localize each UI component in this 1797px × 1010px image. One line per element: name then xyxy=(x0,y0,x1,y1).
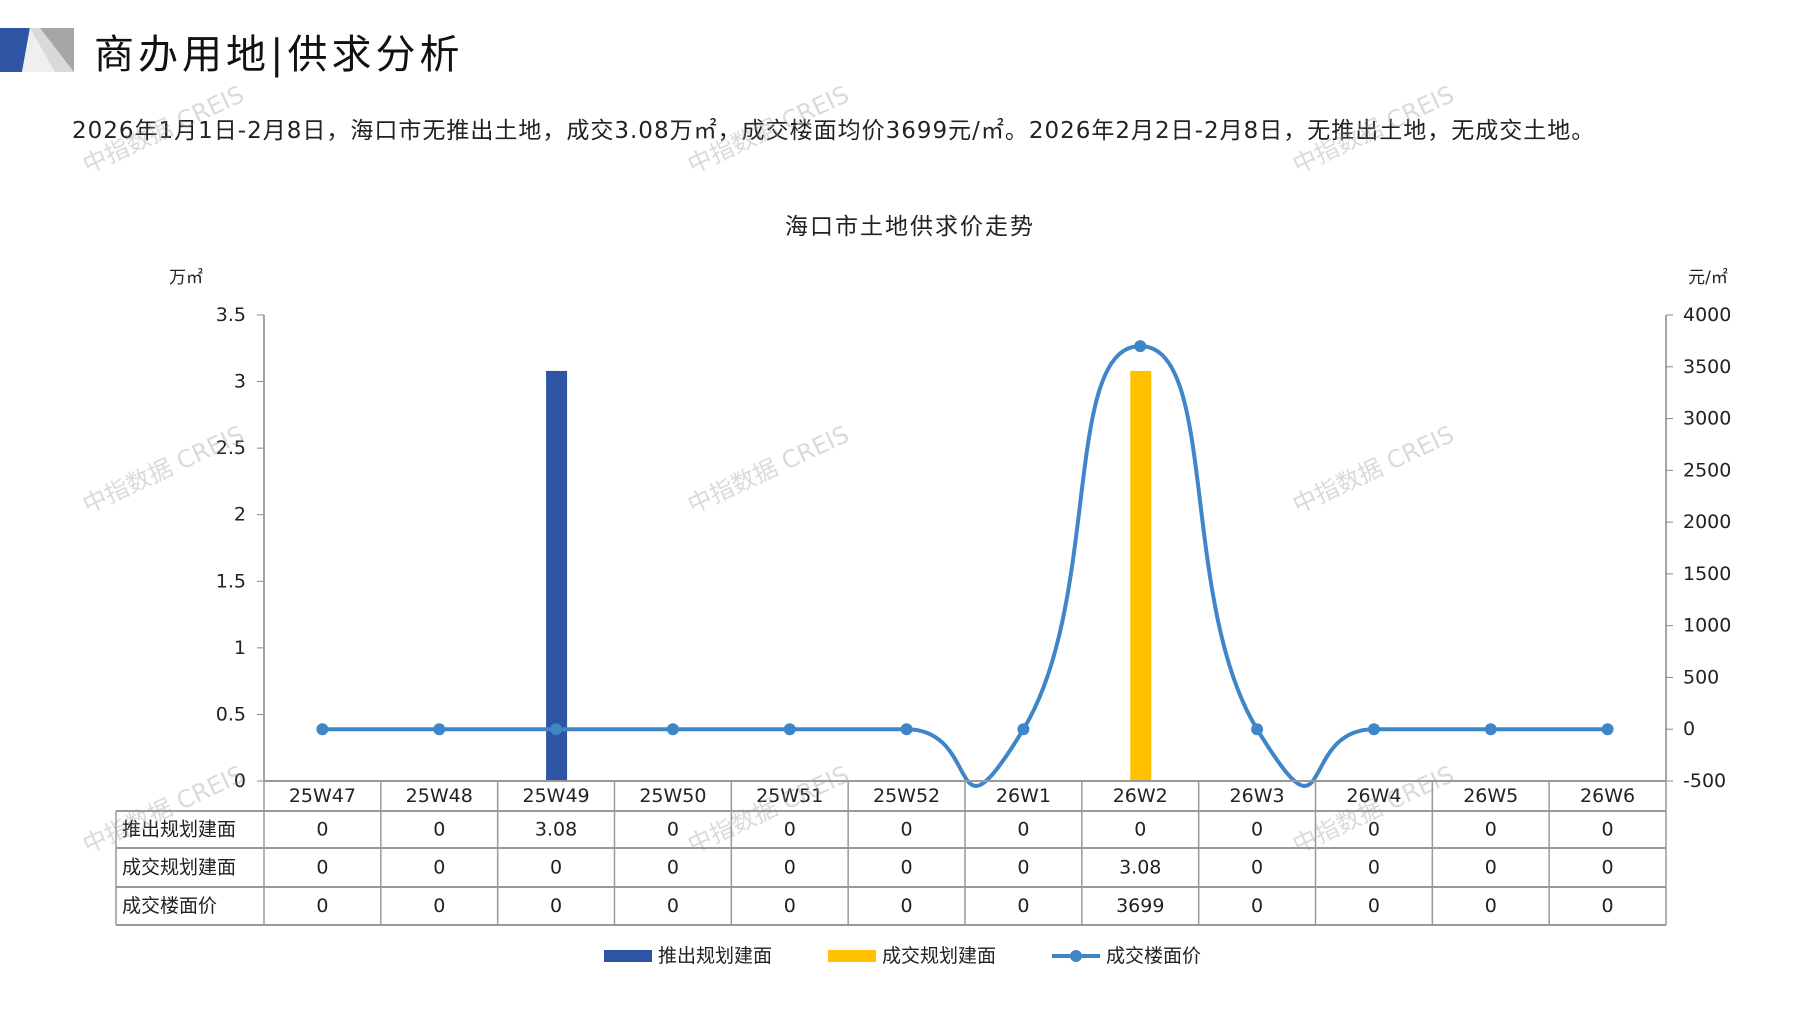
summary-text: 2026年1月1日-2月8日，海口市无推出土地，成交3.08万㎡，成交楼面均价3… xyxy=(72,118,1596,144)
category-label: 25W49 xyxy=(523,785,590,807)
table-cell: 0 xyxy=(667,895,679,917)
table-cell: 0 xyxy=(1485,857,1497,879)
right-tick-label: 4000 xyxy=(1683,304,1731,326)
category-label: 26W6 xyxy=(1580,785,1635,807)
price-point-25W52 xyxy=(900,723,913,736)
table-cell: 3.08 xyxy=(535,819,577,841)
price-point-25W50 xyxy=(666,723,679,736)
price-point-26W2 xyxy=(1134,340,1147,353)
bar-26W2 xyxy=(1130,370,1152,781)
table-cell: 0 xyxy=(433,857,445,879)
left-tick-label: 1 xyxy=(234,637,246,659)
price-point-26W5 xyxy=(1484,723,1497,736)
right-axis-unit: 元/㎡ xyxy=(1688,268,1728,288)
category-label: 26W1 xyxy=(996,785,1051,807)
category-label: 25W51 xyxy=(756,785,823,807)
price-point-26W4 xyxy=(1367,723,1380,736)
right-tick-label: 2000 xyxy=(1683,511,1731,533)
price-point-26W1 xyxy=(1017,723,1030,736)
left-tick-label: 2.5 xyxy=(216,437,246,459)
table-cell: 0 xyxy=(1602,895,1614,917)
table-cell: 0 xyxy=(316,895,328,917)
right-tick-label: 500 xyxy=(1683,666,1719,688)
legend-swatch xyxy=(604,950,652,962)
table-cell: 0 xyxy=(1251,819,1263,841)
price-point-25W47 xyxy=(316,723,329,736)
legend-label: 成交楼面价 xyxy=(1106,945,1201,967)
category-label: 25W52 xyxy=(873,785,940,807)
table-cell: 0 xyxy=(316,857,328,879)
price-point-25W49 xyxy=(550,723,563,736)
table-row-header: 成交规划建面 xyxy=(122,857,236,879)
table-cell: 0 xyxy=(433,819,445,841)
price-point-25W51 xyxy=(783,723,796,736)
category-label: 26W5 xyxy=(1463,785,1518,807)
table-cell: 0 xyxy=(316,819,328,841)
right-tick-label: 3500 xyxy=(1683,356,1731,378)
table-cell: 0 xyxy=(901,857,913,879)
table-cell: 0 xyxy=(1602,857,1614,879)
header-logo xyxy=(0,28,74,72)
table-cell: 0 xyxy=(784,857,796,879)
right-tick-label: 3000 xyxy=(1683,408,1731,430)
table-cell: 0 xyxy=(667,819,679,841)
table-cell: 0 xyxy=(1251,857,1263,879)
category-label: 26W2 xyxy=(1113,785,1168,807)
price-point-26W3 xyxy=(1251,723,1264,736)
table-cell: 0 xyxy=(1017,819,1029,841)
price-point-26W6 xyxy=(1601,723,1614,736)
table-cell: 0 xyxy=(901,819,913,841)
table-cell: 0 xyxy=(784,895,796,917)
table-cell: 0 xyxy=(1485,819,1497,841)
right-tick-label: -500 xyxy=(1683,770,1726,792)
category-label: 25W47 xyxy=(289,785,356,807)
table-cell: 0 xyxy=(784,819,796,841)
table-cell: 0 xyxy=(901,895,913,917)
table-cell: 0 xyxy=(1017,857,1029,879)
right-tick-label: 1000 xyxy=(1683,615,1731,637)
table-cell: 0 xyxy=(550,895,562,917)
table-cell: 0 xyxy=(1368,819,1380,841)
left-tick-label: 0 xyxy=(234,770,246,792)
right-tick-label: 2500 xyxy=(1683,459,1731,481)
table-cell: 0 xyxy=(1368,895,1380,917)
table-row-header: 成交楼面价 xyxy=(122,895,217,917)
table-cell: 3.08 xyxy=(1119,857,1161,879)
price-point-25W48 xyxy=(433,723,446,736)
left-tick-label: 1.5 xyxy=(216,570,246,592)
right-tick-label: 0 xyxy=(1683,718,1695,740)
legend-marker xyxy=(1070,950,1082,962)
table-cell: 0 xyxy=(1134,819,1146,841)
category-label: 25W48 xyxy=(406,785,473,807)
table-cell: 0 xyxy=(1251,895,1263,917)
page-title: 商办用地|供求分析 xyxy=(94,32,464,78)
bar-25W49 xyxy=(546,370,568,781)
price-line xyxy=(322,344,1608,788)
legend-label: 推出规划建面 xyxy=(658,945,772,967)
table-cell: 0 xyxy=(1368,857,1380,879)
left-tick-label: 0.5 xyxy=(216,703,246,725)
left-tick-label: 3.5 xyxy=(216,304,246,326)
table-cell: 0 xyxy=(1017,895,1029,917)
category-label: 26W4 xyxy=(1346,785,1401,807)
left-axis-unit: 万㎡ xyxy=(169,268,203,288)
left-tick-label: 2 xyxy=(234,504,246,526)
category-label: 25W50 xyxy=(639,785,706,807)
table-cell: 0 xyxy=(433,895,445,917)
table-cell: 0 xyxy=(1485,895,1497,917)
left-tick-label: 3 xyxy=(234,371,246,393)
legend-swatch xyxy=(828,950,876,962)
table-cell: 0 xyxy=(550,857,562,879)
table-cell: 0 xyxy=(667,857,679,879)
category-label: 26W3 xyxy=(1230,785,1285,807)
table-row-header: 推出规划建面 xyxy=(122,819,236,841)
right-tick-label: 1500 xyxy=(1683,563,1731,585)
chart-title: 海口市土地供求价走势 xyxy=(785,214,1035,240)
table-cell: 0 xyxy=(1602,819,1614,841)
legend-label: 成交规划建面 xyxy=(882,945,996,967)
table-cell: 3699 xyxy=(1116,895,1164,917)
